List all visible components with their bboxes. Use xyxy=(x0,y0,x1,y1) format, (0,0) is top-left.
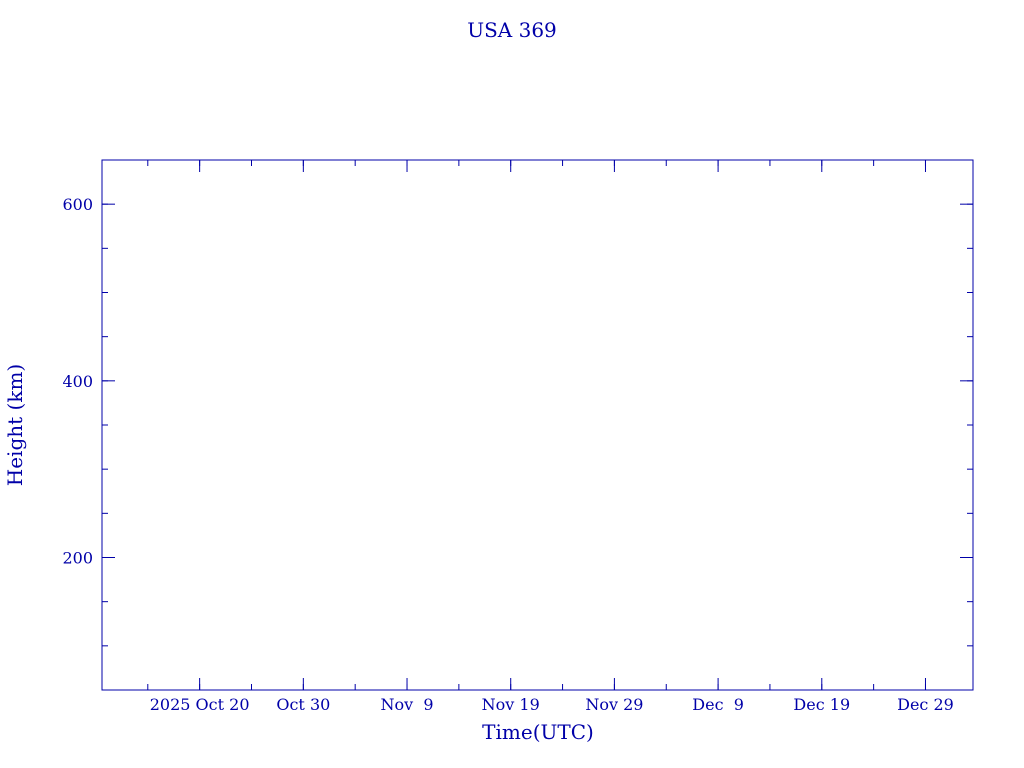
x-tick-label: Nov 19 xyxy=(482,695,540,714)
y-tick-label: 200 xyxy=(62,549,93,568)
y-tick-label: 600 xyxy=(62,195,93,214)
chart-title: USA 369 xyxy=(467,18,557,42)
plot-frame xyxy=(101,159,974,691)
x-tick-label: Dec 19 xyxy=(793,695,850,714)
x-tick-label: Nov 9 xyxy=(381,695,434,714)
x-tick-label: 2025 Oct 20 xyxy=(150,695,250,714)
x-tick-label: Dec 9 xyxy=(692,695,744,714)
y-tick-label: 400 xyxy=(62,372,93,391)
x-tick-label: Nov 29 xyxy=(585,695,643,714)
axis-ticks: 2025 Oct 20 Oct 30 Nov 9 Nov 19 Nov 29 Dec 9 D… xyxy=(62,159,973,714)
x-tick-label: Oct 30 xyxy=(276,695,330,714)
y-axis-label: Height (km) xyxy=(3,364,27,486)
x-axis-label: Time(UTC) xyxy=(482,720,594,744)
x-tick-label: Dec 29 xyxy=(897,695,954,714)
